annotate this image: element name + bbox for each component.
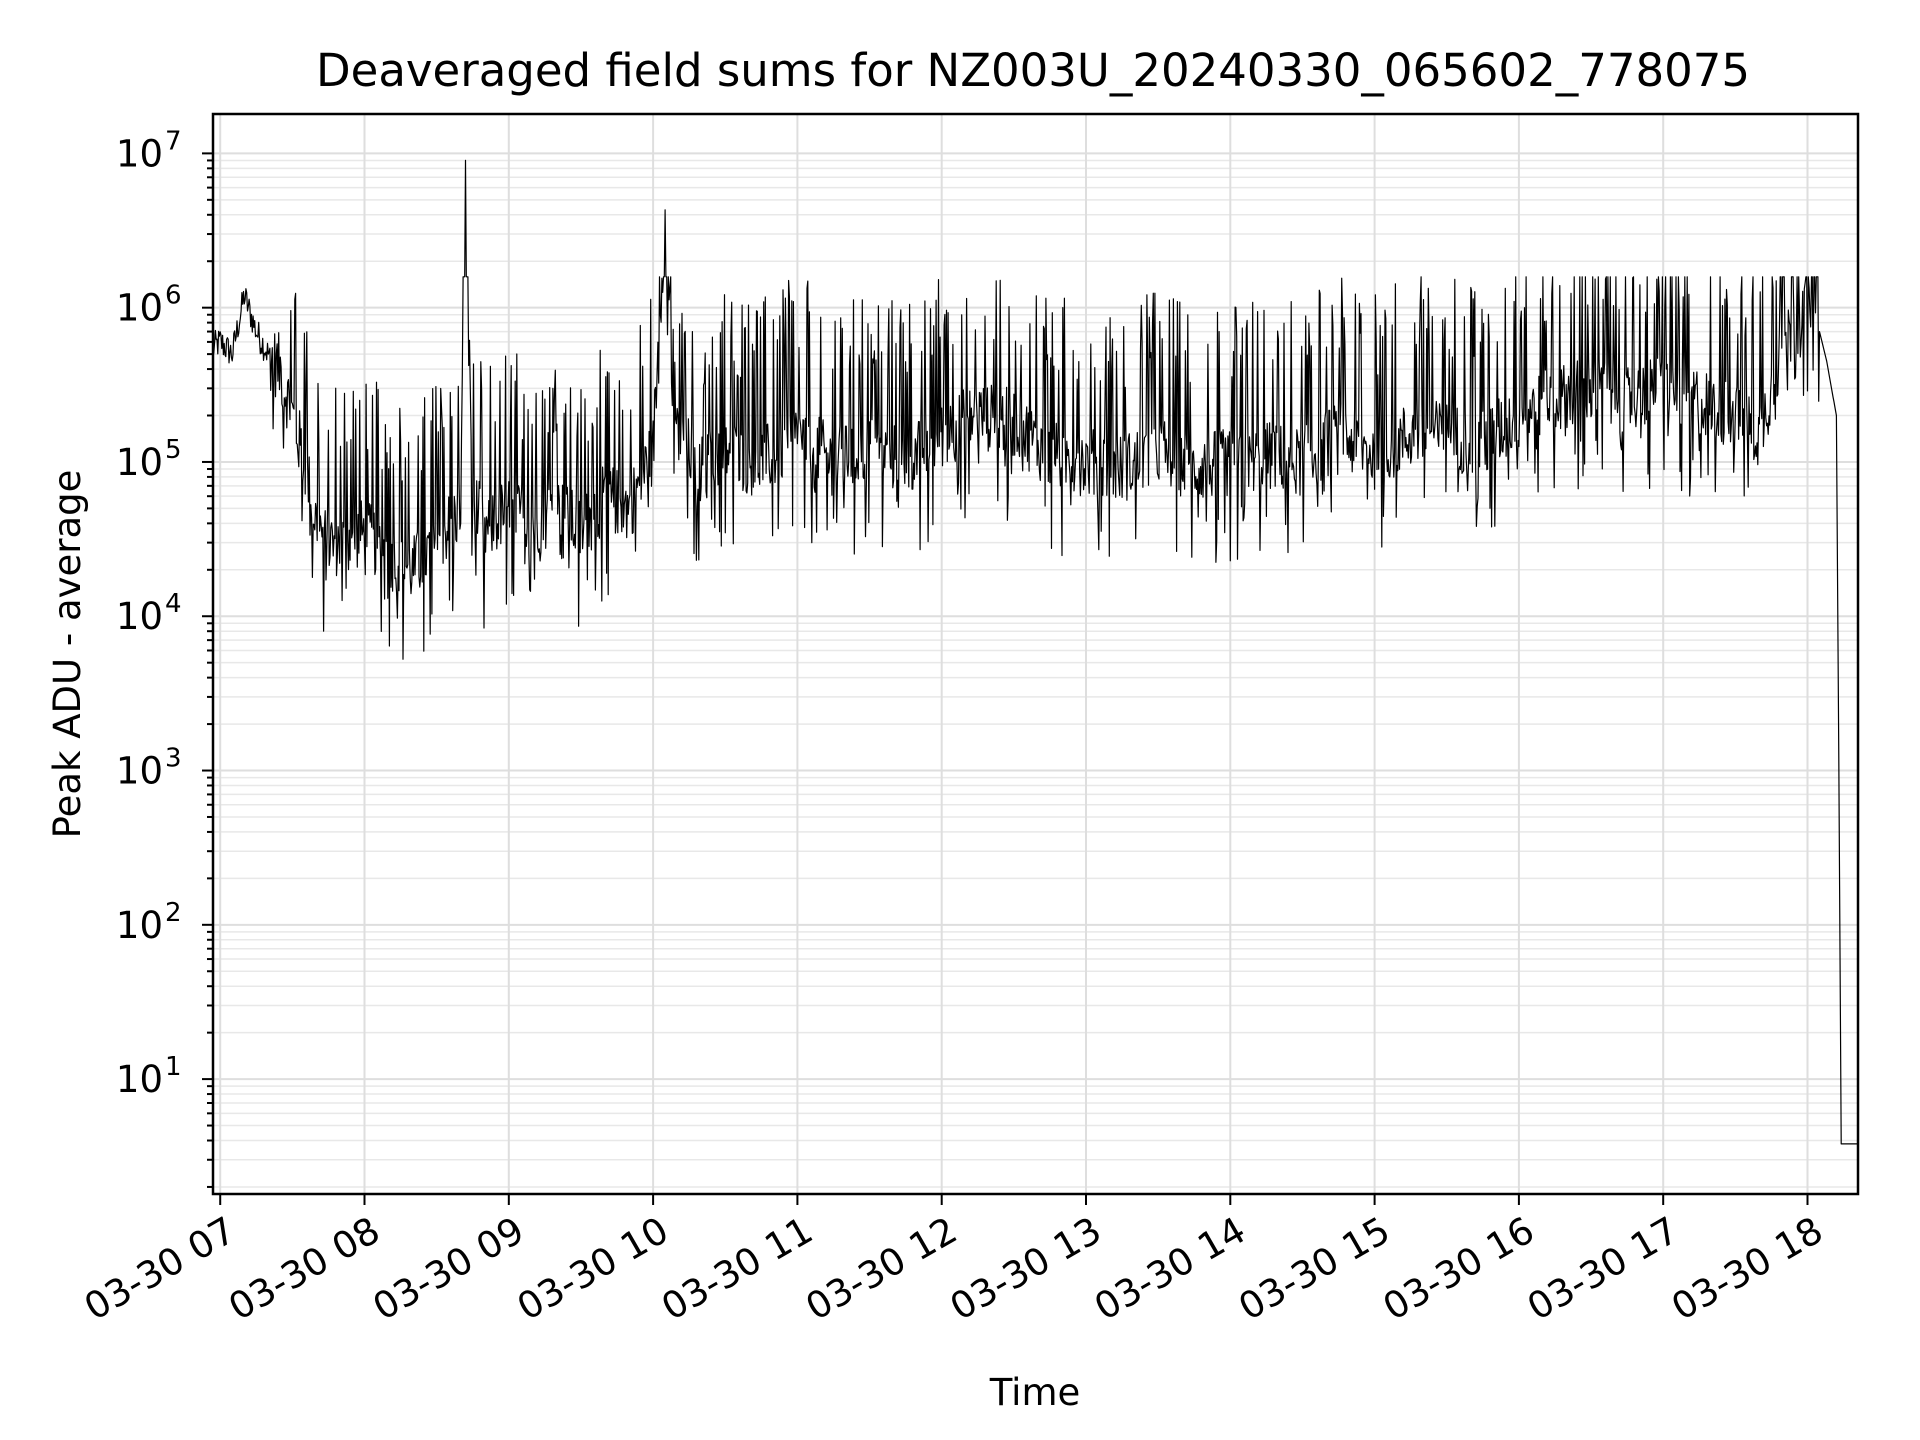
y-tick-exponent: 5 (165, 435, 182, 465)
y-tick-label: 10 (116, 132, 163, 175)
y-tick-exponent: 7 (165, 126, 182, 156)
y-tick-exponent: 6 (165, 281, 182, 311)
y-tick-exponent: 4 (165, 589, 182, 619)
x-axis-label: Time (989, 1371, 1081, 1414)
y-tick-exponent: 1 (165, 1052, 182, 1082)
y-tick-label: 10 (116, 441, 163, 484)
y-tick-label: 10 (116, 287, 163, 330)
y-tick-label: 10 (116, 1058, 163, 1101)
y-tick-label: 10 (116, 750, 163, 793)
chart-title: Deaveraged field sums for NZ003U_2024033… (316, 44, 1750, 97)
y-tick-label: 10 (116, 904, 163, 947)
series-line (212, 159, 1858, 1145)
y-axis-label: Peak ADU - average (46, 470, 89, 839)
y-tick-exponent: 3 (165, 744, 182, 774)
y-tick-exponent: 2 (165, 898, 182, 928)
plot-frame (211, 112, 1860, 1196)
grid-lines (213, 114, 1858, 1194)
y-tick-label: 10 (116, 595, 163, 638)
